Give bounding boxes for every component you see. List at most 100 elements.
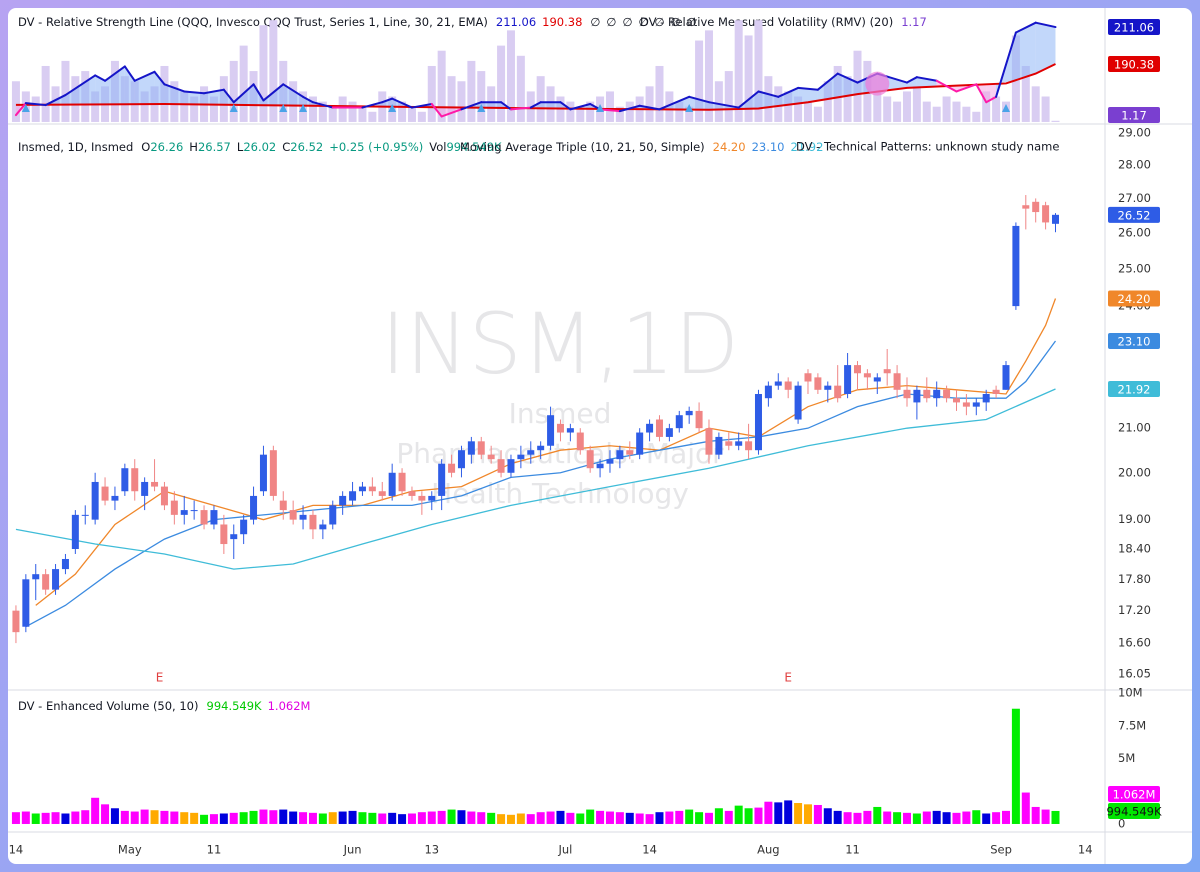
- rs-line: [985, 95, 998, 104]
- volume-bar: [81, 810, 90, 824]
- volume-bar: [794, 803, 803, 824]
- candle-body: [22, 579, 30, 627]
- price-tag-label: 21.92: [1118, 382, 1151, 396]
- candle-body: [655, 419, 663, 437]
- candle-body: [853, 365, 861, 374]
- rs-line: [232, 83, 255, 104]
- candle-body: [61, 558, 69, 570]
- candle-body: [220, 524, 228, 545]
- volume-bar: [130, 811, 139, 824]
- y-tick-label: 19.00: [1118, 512, 1151, 526]
- volume-bar: [427, 811, 436, 824]
- rmv-bar: [1021, 65, 1030, 122]
- volume-bar: [140, 809, 149, 824]
- rmv-bar: [91, 91, 100, 122]
- candle-body: [250, 495, 258, 520]
- rs-line: [262, 83, 285, 102]
- candle-body: [210, 510, 218, 525]
- candle-body: [705, 428, 713, 455]
- rs-line: [618, 104, 641, 113]
- volume-bar: [91, 797, 100, 824]
- volume-bar: [625, 812, 634, 824]
- rmv-highlight: [865, 71, 890, 96]
- y-tick-label: 25.00: [1118, 261, 1151, 275]
- rs-fill: [283, 84, 304, 106]
- volume-ma-value: 1.062M: [268, 699, 311, 713]
- candle-body: [824, 385, 832, 390]
- rs-legend: DV - Relative Strength Line (QQQ, Invesc…: [18, 15, 697, 29]
- volume-bar: [942, 812, 951, 824]
- rmv-bar: [308, 96, 317, 122]
- rmv-bar: [992, 96, 1001, 122]
- rs-line: [282, 83, 305, 98]
- candle-body: [319, 524, 327, 530]
- rmv-bar: [952, 101, 961, 122]
- volume-bar: [972, 810, 981, 824]
- volume-bar: [71, 811, 80, 824]
- rmv-bar: [31, 96, 40, 122]
- volume-bar: [784, 800, 793, 824]
- rs-line: [569, 102, 592, 111]
- rmv-bar: [843, 76, 852, 122]
- rs-line: [24, 102, 47, 107]
- y-tick-label: 17.80: [1118, 572, 1151, 586]
- volume-bar: [219, 813, 228, 824]
- rs-fill: [382, 98, 393, 107]
- signal-marker: [299, 104, 308, 112]
- x-tick-label: 11: [845, 843, 860, 857]
- candle-body: [834, 385, 842, 399]
- candle-body: [368, 486, 376, 492]
- earnings-marker: E: [156, 671, 164, 685]
- rs-line: [935, 79, 958, 93]
- ohlc-value: 26.02: [243, 140, 276, 154]
- candle-body: [111, 495, 119, 501]
- candle-body: [170, 500, 178, 515]
- volume-bar: [170, 811, 179, 824]
- volume-bar: [586, 809, 595, 824]
- price-tag: [1108, 55, 1160, 72]
- rs-fill: [837, 73, 858, 98]
- rs-fill: [778, 87, 799, 106]
- ohlc-label: L: [237, 140, 244, 154]
- volume-bar: [398, 814, 407, 824]
- rs-line: [509, 106, 532, 111]
- signal-marker: [388, 104, 397, 112]
- volume-bar: [675, 810, 684, 824]
- rmv-bar: [675, 101, 684, 122]
- volume-bar: [239, 812, 248, 824]
- rmv-bar: [398, 101, 407, 122]
- rmv-bar: [229, 60, 238, 122]
- rmv-bar: [645, 86, 654, 122]
- rs-fill: [1035, 22, 1056, 74]
- watermark-symbol: INSM,1D: [381, 295, 739, 393]
- rmv-bar: [338, 96, 347, 122]
- candle-body: [240, 519, 248, 535]
- na-label: ∅: [590, 15, 600, 29]
- candle-body: [269, 450, 277, 496]
- volume-bar: [645, 814, 654, 824]
- x-tick-label: 14: [9, 843, 24, 857]
- y-tick-label: 17.20: [1118, 603, 1151, 617]
- y-tick-label: 16.05: [1118, 666, 1151, 680]
- rs-line: [391, 97, 413, 109]
- volume-bar: [160, 810, 169, 824]
- candle-body: [408, 491, 416, 496]
- rmv-bar: [61, 60, 70, 122]
- candle-body: [398, 472, 406, 492]
- rmv-bar: [932, 106, 941, 122]
- x-tick-label: May: [118, 843, 142, 857]
- candle-body: [71, 514, 79, 549]
- na-label: ∅: [655, 15, 665, 29]
- rmv-bar: [912, 86, 921, 122]
- y-tick-label: 28.00: [1118, 158, 1151, 172]
- rs-line: [14, 102, 27, 117]
- candle-body: [913, 389, 921, 403]
- volume-bar: [61, 813, 70, 824]
- volume-bar: [962, 811, 971, 824]
- candle-body: [764, 385, 772, 399]
- signal-marker: [1001, 104, 1010, 112]
- rs-line: [64, 74, 97, 97]
- rmv-bar: [922, 101, 931, 122]
- rs-line: [688, 95, 710, 104]
- rs-line: [638, 104, 661, 111]
